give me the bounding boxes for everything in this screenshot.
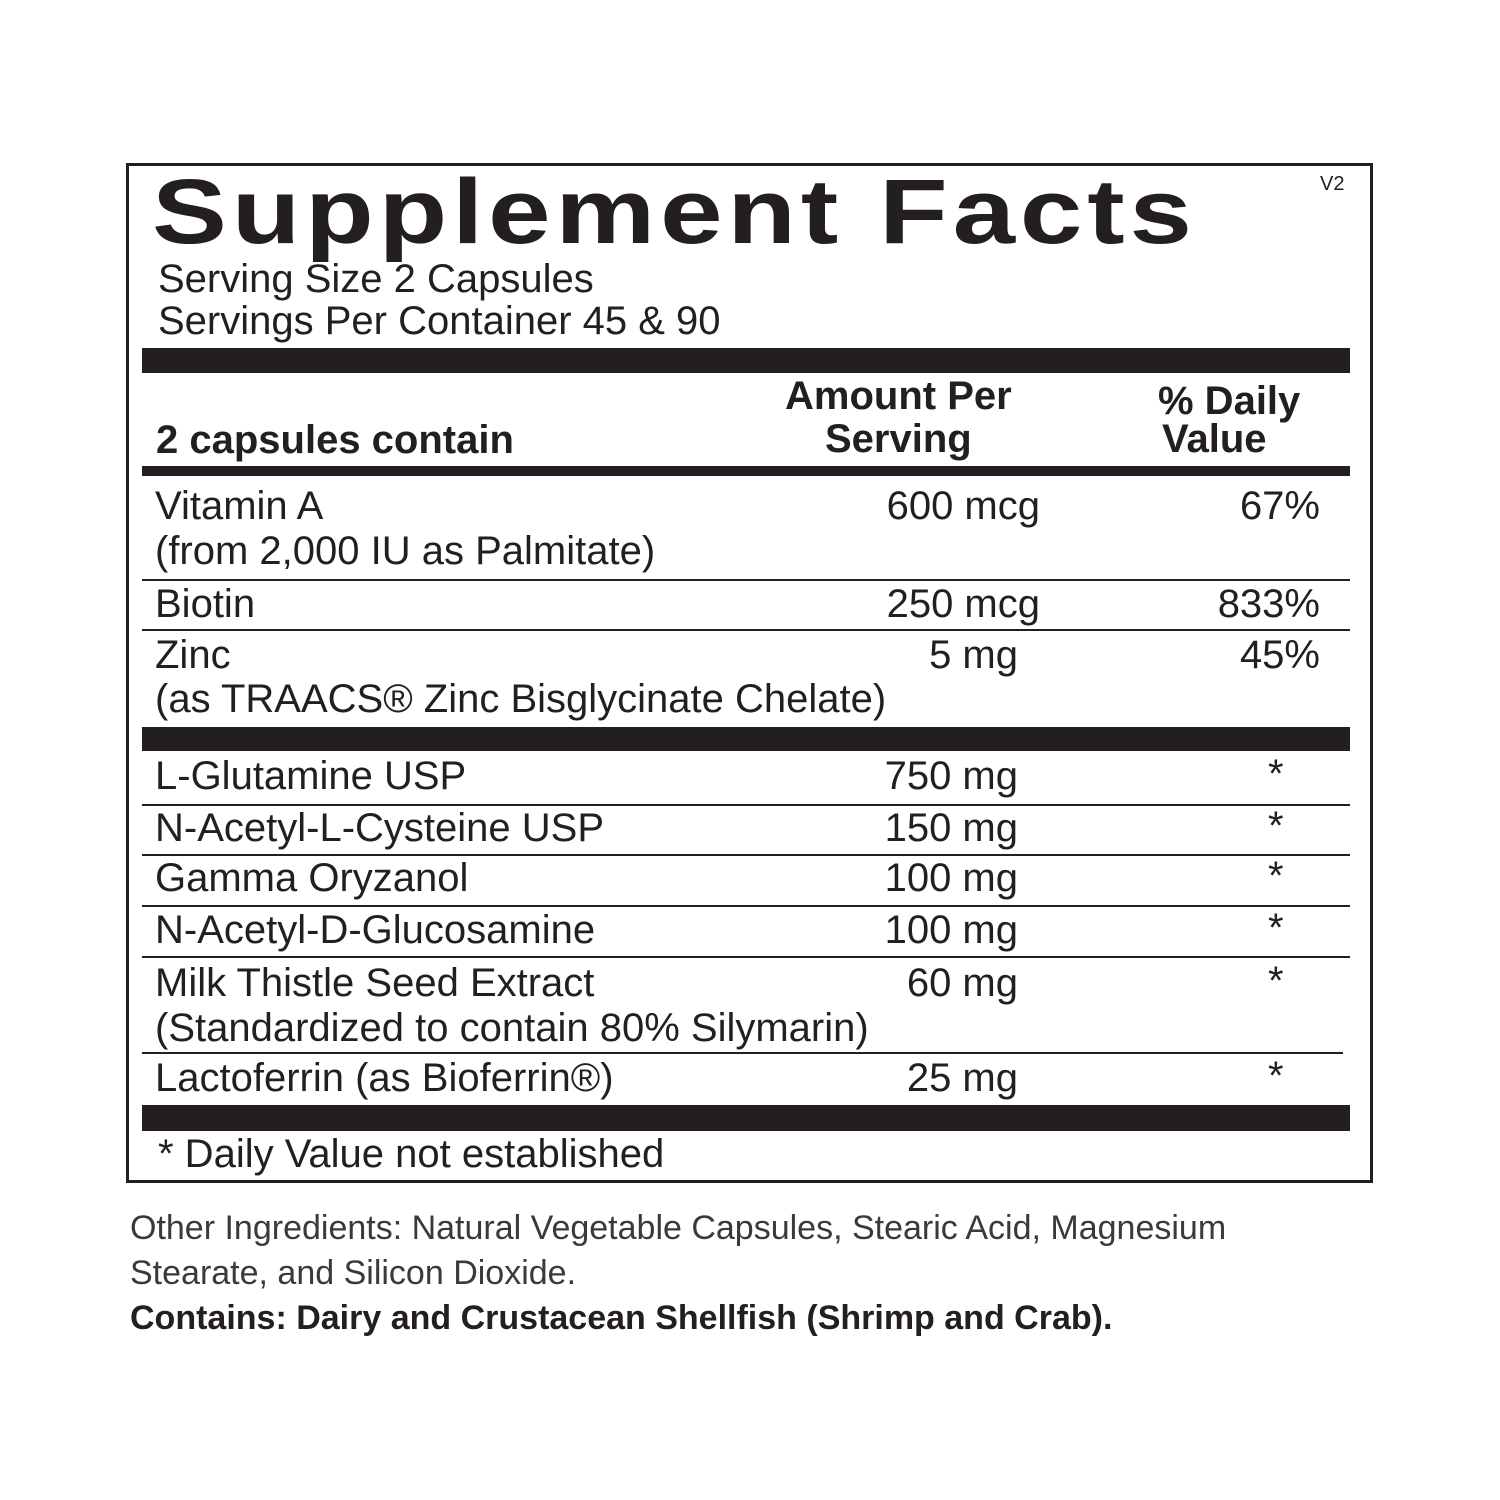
other-ingredients-line1: Other Ingredients: Natural Vegetable Cap…: [130, 1209, 1227, 1247]
daily-value: *: [1268, 752, 1284, 796]
ingredient-name: Milk Thistle Seed Extract: [155, 961, 595, 1005]
header-contain: 2 capsules contain: [156, 418, 514, 462]
thick-divider: [142, 1105, 1350, 1131]
ingredient-name: Biotin: [155, 582, 256, 626]
ingredient-detail: (as TRAACS® Zinc Bisglycinate Chelate): [155, 677, 887, 721]
panel-title: Supplement Facts: [152, 161, 1197, 263]
header-amount-line2: Serving: [825, 417, 972, 461]
daily-value: 45%: [1239, 633, 1320, 677]
row-divider: [142, 629, 1350, 631]
row-divider: [142, 956, 1350, 958]
daily-value: 67%: [1239, 484, 1320, 528]
medium-divider: [142, 466, 1350, 476]
row-divider: [142, 905, 1350, 907]
daily-value: *: [1268, 1054, 1284, 1098]
ingredient-amount: 60 mg: [906, 961, 1018, 1005]
ingredient-name: Zinc: [155, 633, 231, 677]
ingredient-name: L-Glutamine USP: [155, 754, 467, 798]
ingredient-amount: 150 mg: [884, 806, 1018, 850]
header-dv-line2: Value: [1162, 417, 1267, 461]
footnote: * Daily Value not established: [158, 1132, 665, 1176]
ingredient-amount: 750 mg: [884, 754, 1018, 798]
supplement-facts-panel: [126, 163, 1373, 1183]
daily-value: 833%: [1217, 582, 1320, 626]
ingredient-name: N-Acetyl-L-Cysteine USP: [155, 806, 605, 850]
header-amount-line1: Amount Per: [785, 374, 1012, 418]
thick-divider: [142, 727, 1350, 751]
ingredient-detail: (from 2,000 IU as Palmitate): [155, 529, 656, 573]
row-divider: [142, 804, 1350, 806]
serving-size: Serving Size 2 Capsules: [158, 257, 594, 301]
daily-value: *: [1268, 854, 1284, 898]
ingredient-amount: 100 mg: [884, 856, 1018, 900]
ingredient-name: N-Acetyl-D-Glucosamine: [155, 908, 596, 952]
servings-per-container: Servings Per Container 45 & 90: [158, 299, 721, 343]
ingredient-amount: 5 mg: [929, 633, 1018, 677]
row-divider: [142, 579, 1350, 581]
allergen-statement: Contains: Dairy and Crustacean Shellfish…: [130, 1299, 1113, 1337]
ingredient-amount: 250 mcg: [886, 582, 1040, 626]
ingredient-amount: 100 mg: [884, 908, 1018, 952]
other-ingredients-line2: Stearate, and Silicon Dioxide.: [130, 1254, 577, 1292]
row-divider: [142, 1052, 1343, 1054]
ingredient-amount: 600 mcg: [886, 484, 1040, 528]
header-dv-line1: % Daily: [1158, 379, 1301, 423]
row-divider: [142, 854, 1350, 856]
ingredient-name: Lactoferrin (as Bioferrin®): [155, 1056, 614, 1100]
daily-value: *: [1268, 804, 1284, 848]
daily-value: *: [1268, 906, 1284, 950]
version-label: V2: [1320, 173, 1345, 195]
ingredient-amount: 25 mg: [906, 1056, 1018, 1100]
ingredient-detail: (Standardized to contain 80% Silymarin): [155, 1006, 869, 1050]
thick-divider: [142, 348, 1350, 373]
daily-value: *: [1268, 959, 1284, 1003]
ingredient-name: Vitamin A: [155, 484, 324, 528]
ingredient-name: Gamma Oryzanol: [155, 856, 469, 900]
